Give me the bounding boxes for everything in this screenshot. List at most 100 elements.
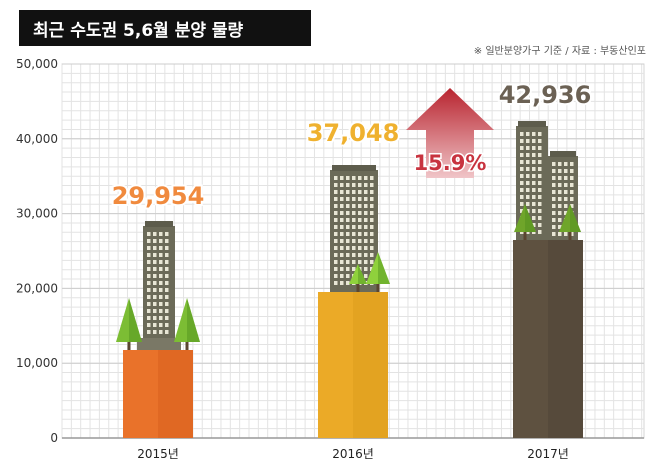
window — [165, 232, 169, 236]
window — [520, 209, 524, 213]
window — [526, 167, 530, 171]
value-label: 42,936 — [499, 81, 592, 109]
window — [564, 169, 568, 173]
window — [153, 288, 157, 292]
tree-crown — [514, 204, 536, 232]
window — [358, 253, 362, 257]
window — [532, 174, 536, 178]
x-axis-ticks: 2015년 2016년 2017년 — [137, 447, 569, 461]
window — [340, 260, 344, 264]
y-tick-label: 30,000 — [16, 207, 58, 221]
window — [370, 246, 374, 250]
window — [552, 183, 556, 187]
tree-trunk — [356, 284, 360, 292]
window — [147, 309, 151, 313]
x-tick-label: 2015년 — [137, 447, 179, 461]
y-tick-label: 10,000 — [16, 356, 58, 370]
window — [526, 160, 530, 164]
window — [526, 139, 530, 143]
window — [165, 330, 169, 334]
window — [340, 239, 344, 243]
window — [552, 190, 556, 194]
window — [340, 253, 344, 257]
window — [340, 211, 344, 215]
window — [520, 181, 524, 185]
window — [532, 167, 536, 171]
window — [153, 232, 157, 236]
window — [340, 267, 344, 271]
window — [147, 239, 151, 243]
window — [370, 190, 374, 194]
tree-right-2015 — [174, 298, 200, 350]
window — [159, 274, 163, 278]
window — [552, 176, 556, 180]
window — [552, 162, 556, 166]
window — [165, 274, 169, 278]
window — [358, 183, 362, 187]
window — [340, 183, 344, 187]
window — [346, 211, 350, 215]
window — [520, 160, 524, 164]
window — [520, 188, 524, 192]
window — [532, 146, 536, 150]
window — [352, 183, 356, 187]
window — [346, 183, 350, 187]
window — [520, 174, 524, 178]
y-axis-ticks: 0 10,000 20,000 30,000 40,000 50,000 — [16, 57, 58, 445]
window — [153, 309, 157, 313]
window — [159, 302, 163, 306]
window — [159, 246, 163, 250]
window — [538, 167, 542, 171]
window — [358, 211, 362, 215]
window — [570, 176, 574, 180]
tree-small-2016 — [349, 264, 367, 292]
window — [564, 176, 568, 180]
window — [564, 183, 568, 187]
bar-shade — [353, 292, 388, 438]
window — [532, 209, 536, 213]
window — [364, 232, 368, 236]
window — [358, 190, 362, 194]
window — [570, 162, 574, 166]
window — [520, 153, 524, 157]
window — [159, 260, 163, 264]
window — [526, 146, 530, 150]
window — [358, 218, 362, 222]
window — [558, 183, 562, 187]
window — [564, 232, 568, 236]
chart-title: 최근 수도권 5,6월 분양 물량 — [19, 10, 311, 46]
window — [538, 202, 542, 206]
tree-crown — [559, 204, 581, 232]
window — [532, 188, 536, 192]
window — [570, 197, 574, 201]
window — [352, 197, 356, 201]
window — [334, 211, 338, 215]
window — [165, 302, 169, 306]
window — [532, 132, 536, 136]
window — [147, 260, 151, 264]
window — [334, 260, 338, 264]
window — [346, 204, 350, 208]
window — [346, 239, 350, 243]
window — [165, 281, 169, 285]
x-tick-label: 2017년 — [527, 447, 569, 461]
window — [538, 209, 542, 213]
window — [153, 281, 157, 285]
window — [358, 246, 362, 250]
window — [364, 183, 368, 187]
window — [552, 169, 556, 173]
window — [526, 181, 530, 185]
window — [153, 316, 157, 320]
window — [147, 281, 151, 285]
window — [570, 204, 574, 208]
window — [352, 267, 356, 271]
window — [147, 253, 151, 257]
window — [526, 195, 530, 199]
window — [334, 267, 338, 271]
tree-crown — [349, 264, 367, 284]
window — [364, 190, 368, 194]
arrow-shape — [406, 88, 494, 178]
value-label: 29,954 — [112, 182, 205, 210]
tree-shade — [525, 204, 536, 232]
window — [153, 246, 157, 250]
